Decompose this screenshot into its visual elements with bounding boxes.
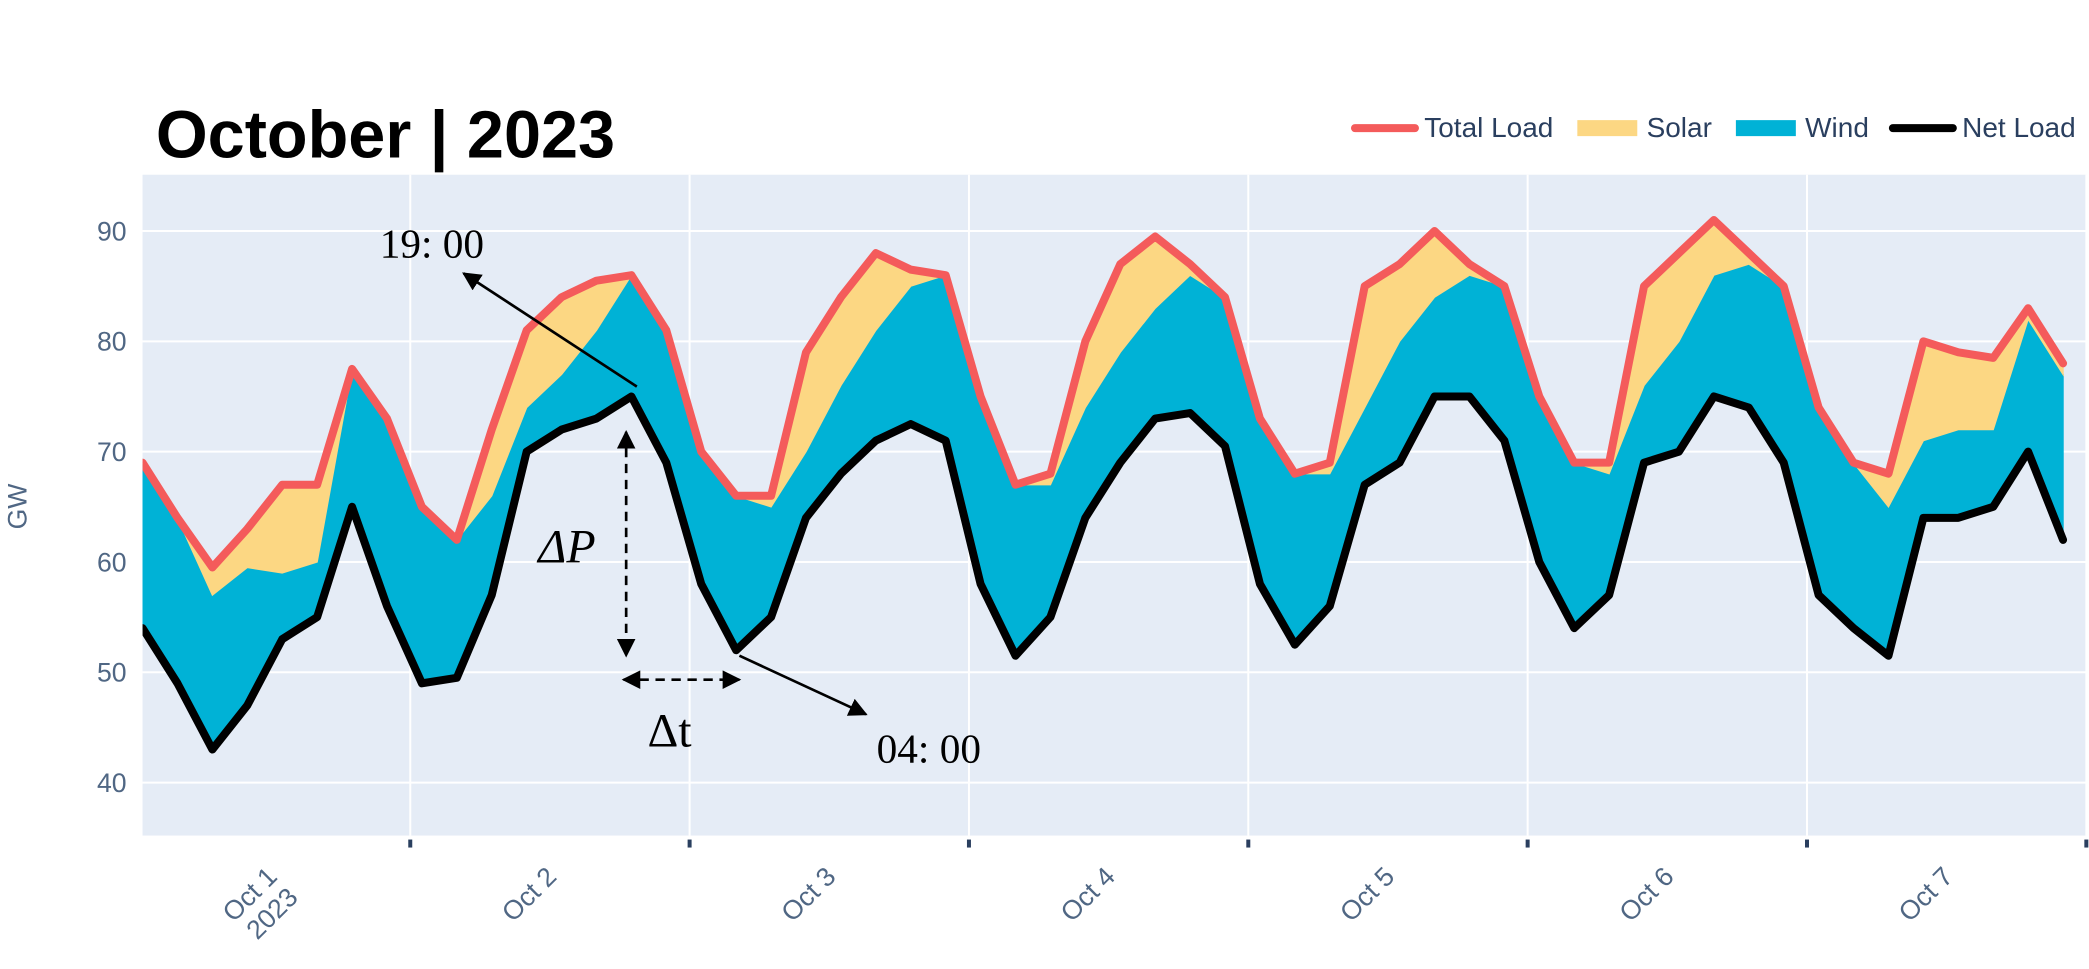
annotation-arrow xyxy=(462,272,638,388)
y-tick-label: 80 xyxy=(97,327,127,357)
x-tick-label: Oct 5 xyxy=(1334,861,1400,927)
y-axis-label: GW xyxy=(3,483,33,530)
x-tick-label-group: Oct 7 xyxy=(1893,861,1959,927)
legend-item: Net Load xyxy=(1888,112,2076,143)
x-tick-label: Oct 6 xyxy=(1613,861,1679,927)
legend: Total Load Solar Wind Net Load xyxy=(1351,112,2076,143)
y-tick-label: 90 xyxy=(97,216,127,246)
legend-label: Total Load xyxy=(1424,112,1553,143)
legend-label: Wind xyxy=(1805,112,1869,143)
annotation: Δt xyxy=(647,704,692,757)
x-tick-label-group: Oct 3 xyxy=(775,861,841,927)
annotation-arrow xyxy=(738,654,868,716)
x-tick-label: Oct 4 xyxy=(1055,861,1121,927)
x-tick-label-group: Oct 2 xyxy=(496,861,562,927)
legend-label: Net Load xyxy=(1962,112,2076,143)
annotation: ΔP xyxy=(536,520,595,573)
y-tick-label: 40 xyxy=(97,768,127,798)
x-tick-label: Oct 3 xyxy=(775,861,841,927)
y-tick-label: 70 xyxy=(97,437,127,467)
x-tick-label-group: Oct 6 xyxy=(1613,861,1679,927)
annotation: 19: 00 xyxy=(380,220,484,266)
x-tick-label-group: Oct 5 xyxy=(1334,861,1400,927)
x-tick-label: Oct 2 xyxy=(496,861,562,927)
y-tick-label: 50 xyxy=(97,658,127,688)
annotation: 04: 00 xyxy=(877,725,981,771)
chart-title: October | 2023 xyxy=(156,98,615,173)
legend-item: Solar xyxy=(1577,112,1712,143)
marks xyxy=(142,215,2068,754)
line xyxy=(142,392,2068,754)
x-tick-label: Oct 7 xyxy=(1893,861,1959,927)
legend-item: Wind xyxy=(1735,112,1869,143)
line xyxy=(142,215,2068,572)
x-tick-label-group: Oct 4 xyxy=(1055,861,1121,927)
legend-item: Total Load xyxy=(1351,112,1553,143)
y-tick-label: 60 xyxy=(97,547,127,577)
legend-label: Solar xyxy=(1647,112,1712,143)
